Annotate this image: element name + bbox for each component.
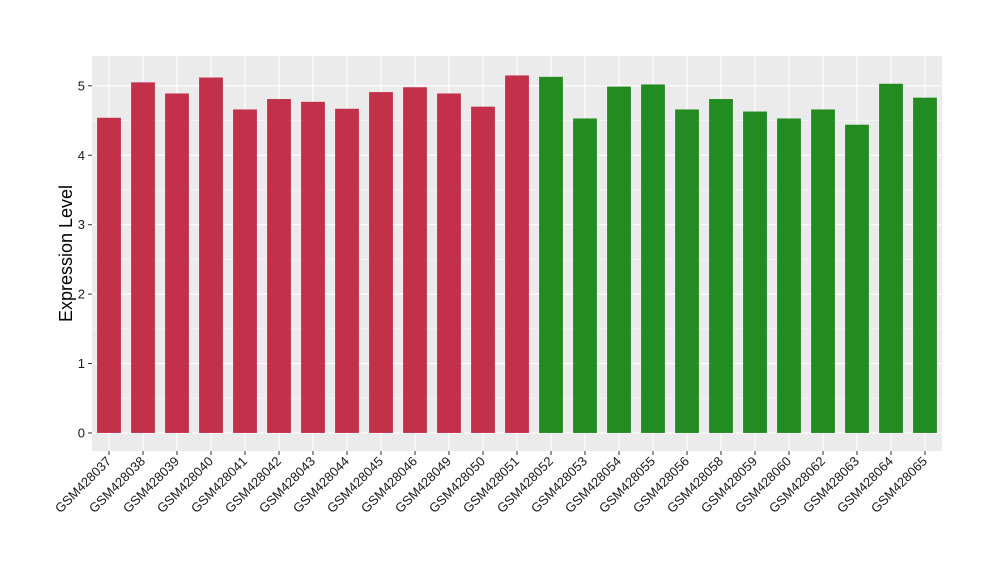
bar-GSM428039 — [165, 93, 189, 433]
x-axis: GSM428037GSM428038GSM428039GSM428040GSM4… — [52, 451, 930, 516]
bars — [97, 75, 937, 433]
y-axis: 0 1 2 3 4 5 — [78, 78, 92, 440]
bar-GSM428063 — [845, 124, 869, 433]
y-tick-label: 0 — [78, 425, 85, 440]
bar-GSM428056 — [675, 109, 699, 433]
bar-GSM428050 — [471, 106, 495, 433]
y-tick-label: 5 — [78, 78, 85, 93]
bar-GSM428058 — [709, 99, 733, 433]
y-tick-label: 4 — [78, 148, 85, 163]
bar-GSM428038 — [131, 82, 155, 433]
bar-GSM428045 — [369, 92, 393, 433]
bar-GSM428054 — [607, 86, 631, 433]
bar-GSM428065 — [913, 97, 937, 433]
bar-GSM428060 — [777, 118, 801, 433]
bar-GSM428040 — [199, 77, 223, 433]
bar-GSM428055 — [641, 84, 665, 433]
y-tick-label: 3 — [78, 217, 85, 232]
bar-GSM428046 — [403, 87, 427, 433]
bar-GSM428053 — [573, 118, 597, 433]
bar-GSM428064 — [879, 83, 903, 433]
bar-GSM428037 — [97, 117, 121, 433]
bar-GSM428044 — [335, 108, 359, 433]
bar-GSM428051 — [505, 75, 529, 433]
bar-GSM428062 — [811, 109, 835, 433]
bar-GSM428042 — [267, 99, 291, 433]
bar-GSM428052 — [539, 76, 563, 433]
bar-GSM428041 — [233, 109, 257, 433]
y-axis-title: Expression Level — [56, 185, 76, 322]
bar-GSM428043 — [301, 101, 325, 433]
bar-GSM428059 — [743, 111, 767, 433]
y-tick-label: 1 — [78, 356, 85, 371]
bar-GSM428049 — [437, 93, 461, 433]
y-tick-label: 2 — [78, 287, 85, 302]
